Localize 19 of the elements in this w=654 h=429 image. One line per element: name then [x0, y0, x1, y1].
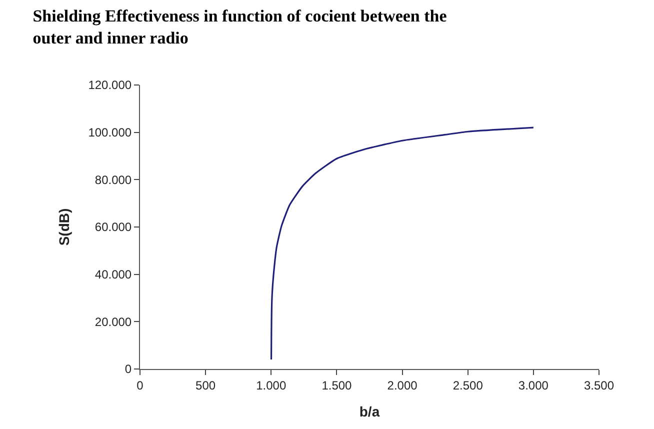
y-tick-label: 120.000: [88, 78, 132, 92]
x-tick-label: 2.000: [387, 378, 418, 392]
y-tick-label: 60.000: [94, 220, 132, 234]
y-tick-label: 40.000: [94, 268, 132, 282]
y-axis-title: S(dB): [56, 208, 72, 246]
y-tick-label: 100.000: [88, 126, 132, 140]
y-tick-label: 20.000: [94, 314, 132, 329]
y-tick-label: 0: [124, 362, 132, 376]
x-tick-label: 3.000: [518, 378, 549, 392]
x-tick-label: 500: [196, 378, 216, 392]
y-tick-label: 80.000: [94, 172, 132, 187]
line-series: [270, 126, 534, 360]
x-tick-label: 0: [136, 378, 144, 392]
x-tick-label: 3.500: [584, 378, 614, 392]
chart-title: Shielding Effectiveness in function of cocient between the outer and inner radio: [32, 6, 448, 48]
x-tick-label: 1.500: [322, 378, 352, 392]
x-axis-title: b/a: [359, 404, 380, 420]
x-tick-label: 1.000: [256, 378, 286, 392]
x-tick-label: 2.500: [452, 378, 484, 392]
